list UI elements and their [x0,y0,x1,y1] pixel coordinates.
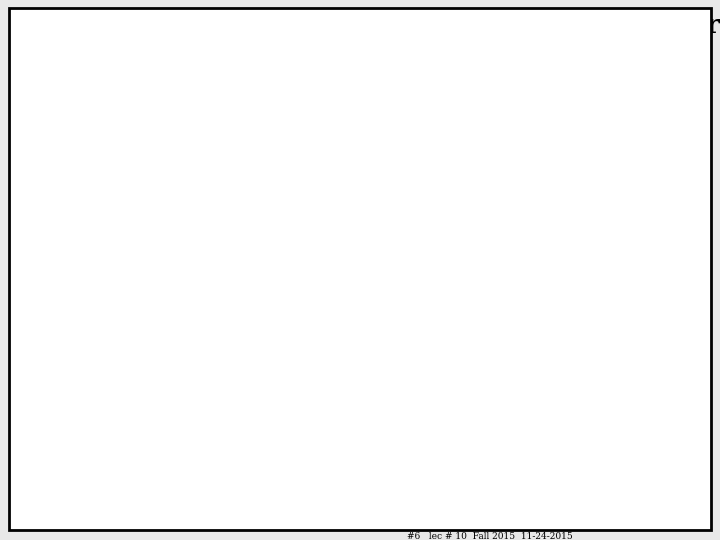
Text: Shared cache Multiprocessor Systems:: Shared cache Multiprocessor Systems: [38,165,384,182]
Text: point-to-point interconnects: point-to-point interconnects [152,80,314,90]
Text: –: – [50,147,55,157]
Text: Commonly called: Symmetric Memory Multiprocessors (SMPs).: Commonly called: Symmetric Memory Multip… [94,107,462,118]
Text: Low-latency sharing and prefetching across processors.: Low-latency sharing and prefetching acro… [68,186,392,196]
Text: –: – [50,186,55,196]
Text: –: – [50,212,55,222]
Text: or: or [132,80,152,90]
Text: A number of processors (commonly 2-4) in a single node share physical memory via: A number of processors (commonly 2-4) in… [68,67,553,78]
Text: Hit and miss latency increased due to intervening switch and cache size.: Hit and miss latency increased due to in… [68,238,490,248]
Text: –: – [50,329,55,339]
Text: But high bandwidth needs and negative interference (e.g. conflicts).: But high bandwidth needs and negative in… [68,225,464,235]
Text: Dancehall:: Dancehall: [38,295,134,312]
Text: Not a popular design:  All memory is uniformly: Not a popular design: All memory is unif… [68,329,343,339]
Text: •: • [14,165,25,182]
Text: Building blocks for larger parallel systems (MPPs, clusters): Building blocks for larger parallel syst… [68,121,411,132]
Text: No local memory associated with a node.: No local memory associated with a node. [68,316,306,326]
Text: Bus-snooping mechanisms used to address the cache coherency problem.: Bus-snooping mechanisms used to address … [68,147,495,157]
Text: processors.: processors. [68,342,135,352]
Text: Used in mid 80s to connect a few of processors on a board (Encore, Sequent).: Used in mid 80s to connect a few of proc… [68,251,521,261]
Text: Symmetric access to all of main memory from any processor.: Symmetric access to all of main memory f… [68,94,422,104]
Text: e.g IBM Power 4, 5:  two processor cores on a chip (shared L2).: e.g IBM Power 4, 5: two processor cores … [68,277,438,288]
Text: –: – [50,264,55,274]
Text: –: – [50,316,55,326]
Text: –: – [50,67,55,77]
Text: –: – [50,251,55,261]
Bar [435,492,700,530]
Text: No cache coherence problem (and hence no false sharing either).: No cache coherence problem (and hence no… [68,212,448,222]
Text: over the network for all: over the network for all [433,329,574,339]
Text: •: • [14,45,25,62]
Text: 2-4 processors on a single chip.: 2-4 processors on a single chip. [343,264,530,274]
Text: –: – [50,199,55,209]
Text: Sharing of working sets.: Sharing of working sets. [68,199,210,209]
Text: Bus-based Multiprocessors: (SMPs): Bus-based Multiprocessors: (SMPs) [38,45,358,62]
Text: #6   lec # 10  Fall 2015  11-24-2015: #6 lec # 10 Fall 2015 11-24-2015 [407,532,573,540]
Text: system bus: system bus [68,80,132,90]
Text: costly to access: costly to access [343,329,433,339]
Text: Uniform Memory Access (UMA) Multiprocessors: Uniform Memory Access (UMA) Multiprocess… [18,13,720,38]
Text: •: • [14,295,25,312]
Text: Also attractive for high throughput servers: Also attractive for high throughput serv… [68,134,318,144]
Text: •: • [82,107,88,116]
Text: –: – [50,94,55,104]
Text: CMPE655 - Shaaban: CMPE655 - Shaaban [459,498,665,516]
Text: (e.g. AMD64 via. HyperTransport): (e.g. AMD64 via. HyperTransport) [314,80,516,91]
Bar [430,488,695,526]
Text: –: – [50,134,55,144]
Text: –: – [50,225,55,235]
Text: –: – [50,121,55,131]
Text: –: – [50,238,55,248]
Text: Used currently in chip multiprocessors (CMPs):: Used currently in chip multiprocessors (… [68,264,343,274]
